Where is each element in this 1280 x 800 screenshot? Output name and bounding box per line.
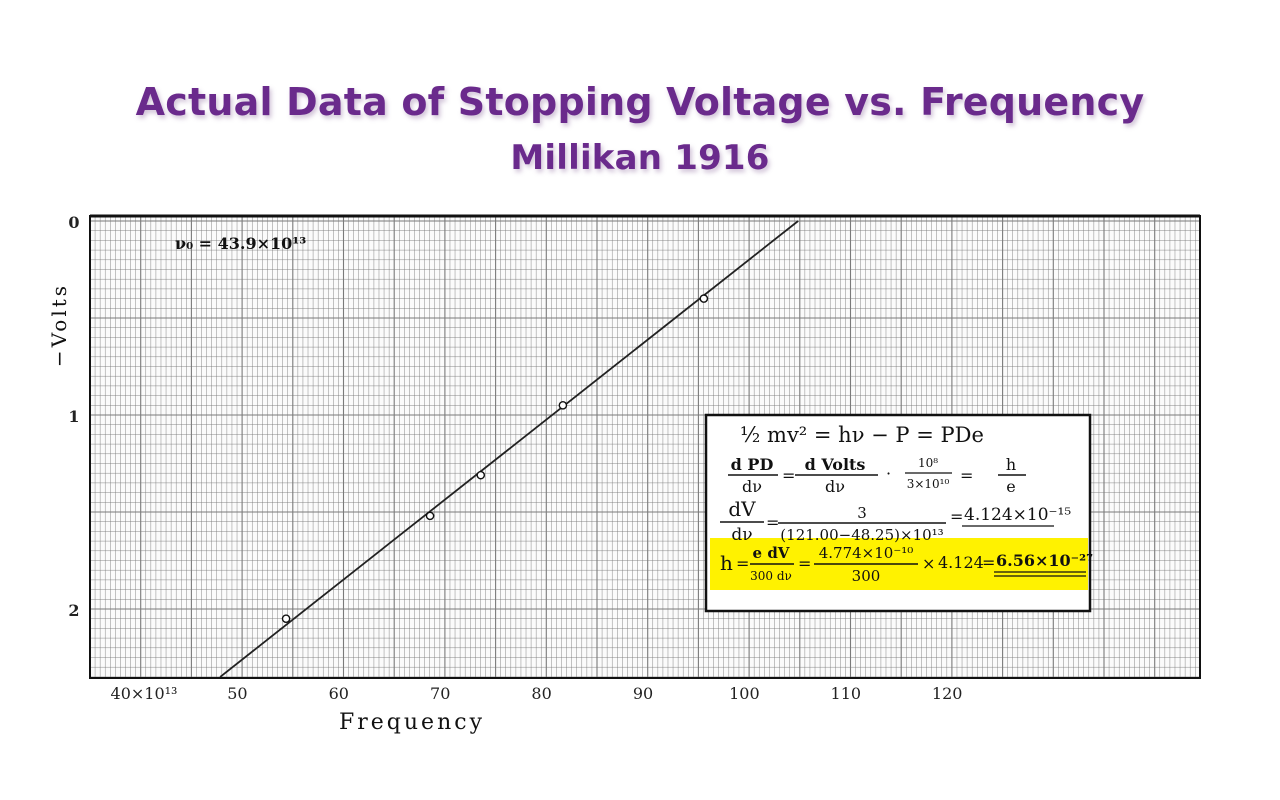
chart-title: Actual Data of Stopping Voltage vs. Freq…: [135, 80, 1145, 124]
dvolts-denominator: dν: [825, 477, 845, 496]
planck-constant-equation: h = e dV 300 dν = 4.774×10⁻¹⁰ 300 × 4.12…: [720, 544, 1093, 585]
dpd-denominator: dν: [742, 477, 762, 496]
y-axis-label: −Volts: [47, 283, 71, 367]
energy-equation: ½ mv² = hν − P = PDe: [740, 423, 984, 447]
x-axis-label: Frequency: [339, 710, 485, 735]
svg-text:·: ·: [886, 464, 891, 483]
slope-multiplier: 4.124: [938, 553, 984, 572]
x-tick-label-100: 100: [729, 684, 760, 703]
h-symbol: h: [720, 551, 733, 575]
y-tick-labels: 0 1 2: [68, 213, 79, 620]
equations-box: ½ mv² = hν − P = PDe d PD dν = d Volts d…: [704, 413, 1093, 613]
data-point-3: [476, 470, 486, 480]
derivative-equation: d PD dν = d Volts dν · 10⁸ 3×10¹⁰ = h e: [728, 455, 1026, 496]
data-point-4: [558, 400, 568, 410]
svg-text:=: =: [960, 466, 973, 485]
svg-text:=: =: [782, 466, 795, 485]
edv-denominator: 300 dν: [750, 569, 792, 583]
svg-text:=: =: [982, 553, 995, 572]
slope-equation: dV dν = 3 (121.00−48.25)×10¹³ = 4.124×10…: [720, 497, 1071, 545]
x-tick-label-40: 40×10¹³: [111, 684, 178, 703]
x-tick-labels: 40×10¹³ 50 60 70 80 90 100 110 120: [111, 684, 963, 703]
y-tick-label-1: 1: [68, 407, 79, 426]
e-denominator: e: [1006, 477, 1015, 496]
dnu-denominator: dν: [731, 525, 752, 545]
svg-text:=: =: [736, 554, 749, 573]
x-tick-label-80: 80: [531, 684, 551, 703]
h-numerator: h: [1006, 455, 1016, 474]
edv-numerator: e dV: [753, 544, 790, 562]
plot-frame: [89, 215, 1201, 679]
svg-text:=: =: [798, 554, 811, 573]
data-point-5: [699, 294, 709, 303]
x-tick-label-60: 60: [329, 684, 349, 703]
data-point-2: [425, 511, 435, 521]
x-tick-label-120: 120: [932, 684, 963, 703]
slope-numerator: 3: [857, 504, 867, 522]
charge-denominator: 300: [852, 567, 881, 585]
y-tick-label-0: 0: [68, 213, 79, 232]
chart-subtitle: Millikan 1916: [510, 138, 770, 178]
x-tick-label-110: 110: [831, 684, 862, 703]
conversion-numerator: 10⁸: [918, 456, 938, 470]
data-points: [281, 294, 709, 624]
slope-result: 4.124×10⁻¹⁵: [964, 505, 1071, 525]
x-tick-label-90: 90: [633, 684, 653, 703]
dpd-numerator: d PD: [731, 455, 774, 474]
data-point-1: [281, 614, 291, 624]
slope-denominator: (121.00−48.25)×10¹³: [780, 526, 943, 544]
y-tick-label-2: 2: [68, 601, 79, 620]
threshold-annotation: ν₀ = 43.9×10¹³: [175, 234, 306, 253]
svg-text:=: =: [766, 513, 779, 532]
conversion-denominator: 3×10¹⁰: [907, 477, 950, 491]
charge-numerator: 4.774×10⁻¹⁰: [819, 544, 914, 562]
svg-text:=: =: [950, 507, 963, 526]
dv-numerator: dV: [728, 497, 756, 521]
svg-text:×: ×: [922, 554, 935, 573]
planck-result: 6.56×10⁻²⁷: [996, 551, 1093, 570]
x-tick-label-70: 70: [430, 684, 450, 703]
dvolts-numerator: d Volts: [805, 455, 866, 474]
x-tick-label-50: 50: [227, 684, 247, 703]
